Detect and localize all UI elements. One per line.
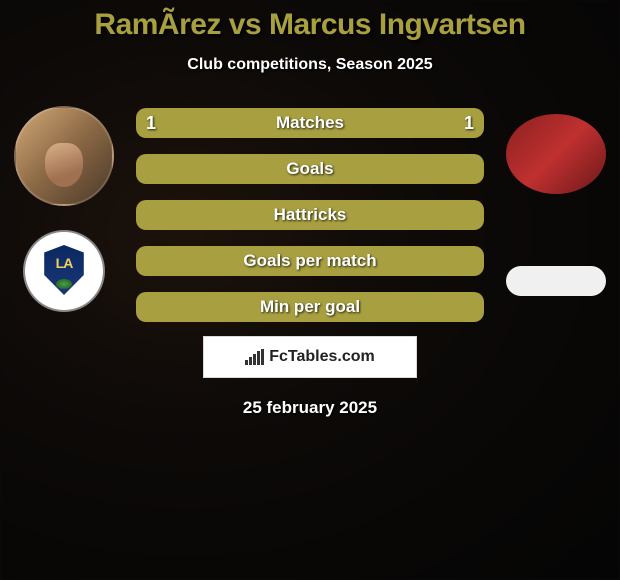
main-row: LA 1 Matches 1 Goals Hattricks [0,106,620,322]
right-club-logo [506,266,606,296]
la-galaxy-logo-icon: LA [34,241,94,301]
left-column: LA [8,106,120,312]
stat-bar-goals: Goals [136,154,484,184]
stat-bar-goals-per-match: Goals per match [136,246,484,276]
watermark: FcTables.com [203,336,417,378]
stat-bar-matches: 1 Matches 1 [136,108,484,138]
content-container: RamÃ­rez vs Marcus Ingvartsen Club compe… [0,0,620,580]
stat-label: Hattricks [274,205,347,225]
watermark-text: FcTables.com [269,348,375,366]
page-title: RamÃ­rez vs Marcus Ingvartsen [0,0,620,42]
chart-icon [245,349,265,365]
left-club-logo: LA [23,230,105,312]
stat-label: Goals [286,159,333,179]
stat-bar-min-per-goal: Min per goal [136,292,484,322]
stat-label: Goals per match [243,251,376,271]
stat-bar-hattricks: Hattricks [136,200,484,230]
stat-label: Min per goal [260,297,360,317]
right-column [500,106,612,296]
stats-bars: 1 Matches 1 Goals Hattricks Goals per ma… [120,106,500,322]
stat-left-value: 1 [146,113,156,134]
right-player-avatar [506,114,606,194]
stat-right-value: 1 [464,113,474,134]
date-label: 25 february 2025 [0,398,620,418]
subtitle: Club competitions, Season 2025 [0,56,620,74]
left-player-avatar [14,106,114,206]
face-placeholder-icon [45,143,83,187]
stat-label: Matches [276,113,344,133]
